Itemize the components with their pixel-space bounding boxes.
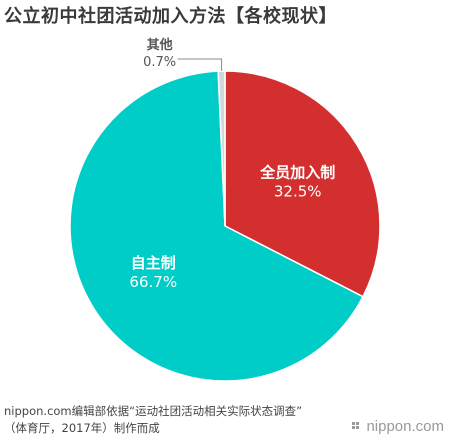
source-line-2: （体育厅，2017年）制作而成 [4, 421, 160, 435]
slice-label: 其他 [147, 37, 173, 53]
pie-slice [69, 70, 364, 382]
brand-label: nippon.com [366, 418, 444, 435]
pie-slice [224, 70, 381, 298]
brand-logo: nippon.com [352, 418, 444, 435]
source-line-1: nippon.com编辑部依据“运动社团活动相关实际状态调查” [4, 404, 303, 418]
slice-label: 全员加入制 [259, 164, 335, 182]
slice-label: 自主制 [131, 254, 176, 272]
slice-value-label: 0.7% [143, 55, 176, 70]
slice-value-label: 66.7% [129, 273, 177, 291]
leader-line [177, 58, 223, 72]
chart-title: 公立初中社团活动加入方法【各校现状】 [4, 6, 337, 27]
nippon-mark-icon [352, 421, 360, 429]
source-note: nippon.com编辑部依据“运动社团活动相关实际状态调查” （体育厅，201… [4, 403, 302, 437]
slice-value-label: 32.5% [274, 183, 322, 201]
